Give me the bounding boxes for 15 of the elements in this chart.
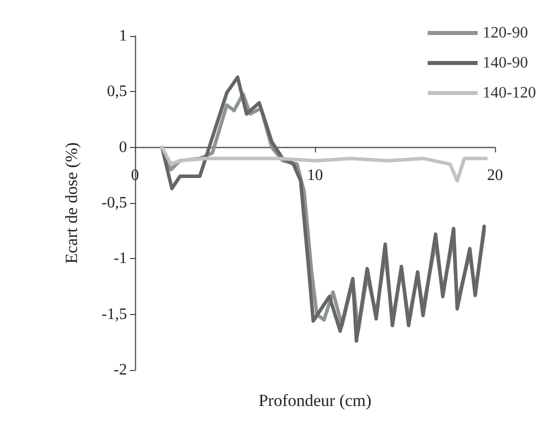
legend-label: 120-90 <box>482 24 528 42</box>
line-series <box>160 146 488 182</box>
y-axis-title: Ecart de dose (%) <box>62 142 81 264</box>
x-tick-label: 20 <box>487 166 503 184</box>
y-tick-label: 1 <box>119 28 127 44</box>
legend-label: 140-90 <box>482 54 528 72</box>
legend-label: 140-120 <box>482 84 536 102</box>
x-tick-label: 10 <box>307 166 323 184</box>
x-axis-title: Profondeur (cm) <box>258 391 372 410</box>
y-tick-label: -1 <box>114 250 127 268</box>
y-tick-label: -1,5 <box>102 306 127 323</box>
y-tick-label: 0 <box>119 138 127 156</box>
y-tick-label: -0,5 <box>102 194 127 212</box>
y-tick-label: 0,5 <box>107 83 127 100</box>
y-tick-label: -2 <box>114 362 127 378</box>
